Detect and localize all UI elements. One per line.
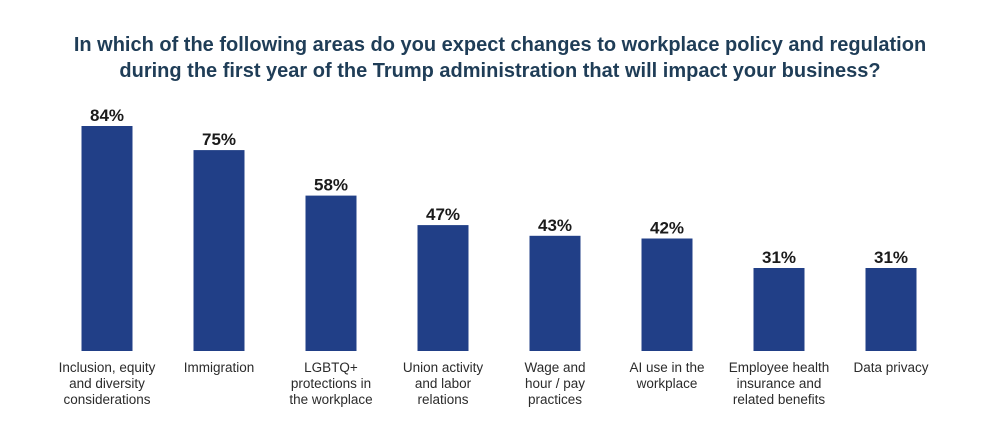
value-label-7: 31% bbox=[874, 248, 908, 267]
bar-6 bbox=[753, 268, 805, 351]
bar-1 bbox=[193, 150, 245, 351]
value-label-3: 47% bbox=[426, 205, 460, 224]
value-label-1: 75% bbox=[202, 130, 236, 149]
category-label-7: Data privacy bbox=[853, 360, 928, 375]
value-label-0: 84% bbox=[90, 106, 124, 125]
value-label-5: 42% bbox=[650, 219, 684, 238]
chart-title-line-2: during the first year of the Trump admin… bbox=[119, 60, 881, 82]
category-label-0: Inclusion, equity and diversity considerat… bbox=[59, 360, 156, 407]
chart-title: In which of the following areas do you e… bbox=[0, 32, 1000, 84]
category-label-1: Immigration bbox=[184, 360, 255, 375]
bar-4 bbox=[529, 235, 581, 351]
category-label-4: Wage and hour / pay practices bbox=[524, 360, 585, 407]
category-label-5: AI use in the workplace bbox=[629, 360, 704, 391]
bar-5 bbox=[641, 238, 693, 351]
category-label-6: Employee health insurance and related bene… bbox=[729, 360, 830, 407]
bar-0 bbox=[81, 126, 133, 351]
chart-title-line-1: In which of the following areas do you e… bbox=[73, 34, 927, 56]
value-label-4: 43% bbox=[538, 216, 572, 235]
bar-7 bbox=[865, 268, 917, 351]
value-label-6: 31% bbox=[762, 248, 796, 267]
bar-3 bbox=[417, 225, 469, 351]
value-label-2: 58% bbox=[314, 176, 348, 195]
bar-2 bbox=[305, 195, 357, 351]
category-label-3: Union activity and labor relations bbox=[403, 360, 484, 407]
category-label-2: LGBTQ+ protections in the workplace bbox=[289, 360, 372, 407]
